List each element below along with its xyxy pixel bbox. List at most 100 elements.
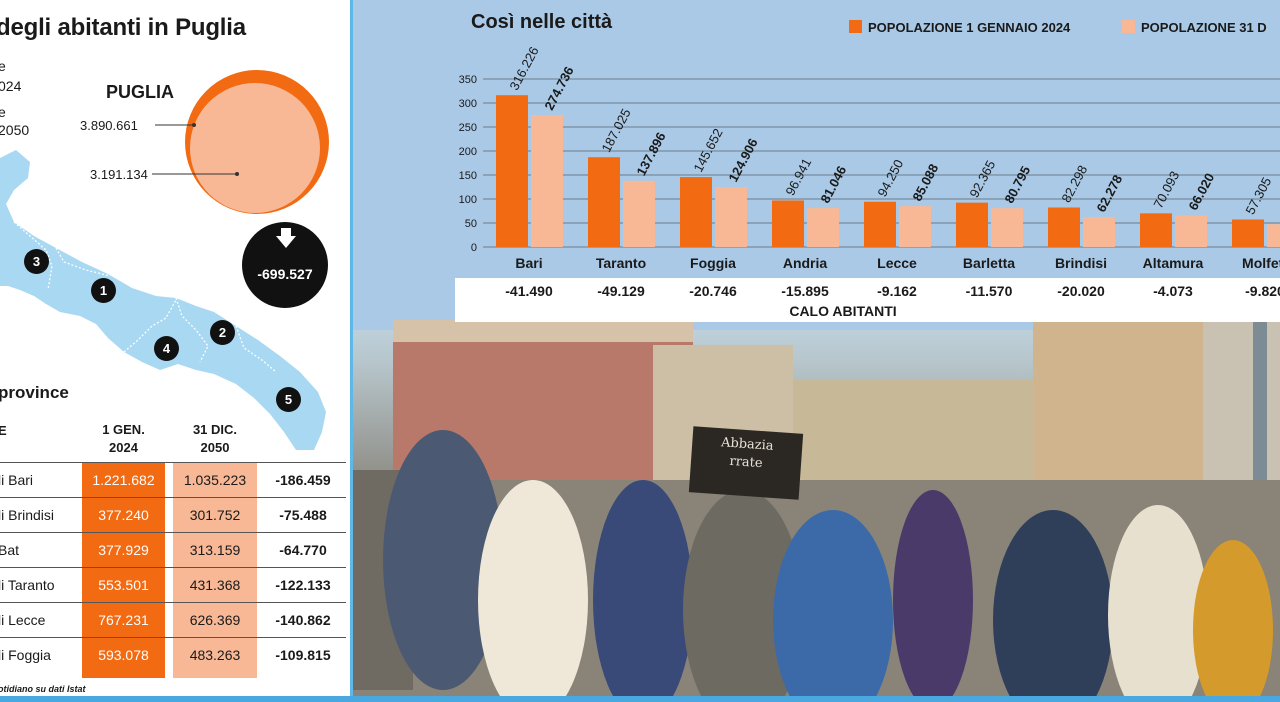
province-name: li Foggia	[0, 647, 51, 663]
bar-2050	[1267, 224, 1280, 247]
bar-2024	[1048, 207, 1080, 247]
value-diff: -109.815	[275, 647, 331, 663]
right-panel: Abbazia rrate 0 50 100 150 200 250 300 350 316.2…	[353, 0, 1280, 696]
legend-2024-year: 024	[0, 78, 22, 94]
data-label-2024: 145.652	[690, 126, 725, 175]
province-name: li Bari	[0, 472, 34, 488]
value-2050: 1.035.223	[183, 472, 247, 488]
data-label-2024: 57.305	[1242, 175, 1274, 217]
y-tick-label: 250	[459, 122, 477, 134]
data-label-2050: 80.795	[1001, 163, 1033, 205]
calo-box	[455, 278, 1280, 322]
data-label-2024: 94.250	[874, 157, 906, 199]
value-2050: 626.369	[189, 612, 241, 628]
data-label-2050: 137.896	[633, 130, 668, 179]
col-2024-background	[82, 462, 165, 678]
bubble-2050	[190, 83, 320, 213]
calo-caption: CALO ABITANTI	[789, 303, 897, 319]
value-2024: 553.501	[98, 577, 149, 593]
bar-2050	[1175, 215, 1207, 247]
left-panel: degli abitanti in Puglia e 024 e 2050 PU…	[0, 0, 352, 702]
chart-title: Così nelle città	[471, 11, 613, 33]
legend-2024: POPOLAZIONE 1 GENNAIO 2024	[849, 20, 1070, 35]
value-diff: -122.133	[275, 577, 331, 593]
category-label: Bari	[515, 255, 542, 271]
y-tick-label: 150	[459, 170, 477, 182]
legend-2024-text: POPOLAZIONE 1 GENNAIO 2024	[868, 20, 1071, 35]
table-row: li Lecce 767.231 626.369 -140.862	[0, 602, 346, 638]
category-label: Lecce	[877, 255, 917, 271]
category-label: Brindisi	[1055, 255, 1107, 271]
table-row: Bat 377.929 313.159 -64.770	[0, 532, 346, 568]
table-row: li Foggia 593.078 483.263 -109.815	[0, 637, 346, 673]
bar-2024	[772, 200, 804, 247]
table-header-2050: 31 DIC. 2050	[192, 422, 238, 455]
puglia-map-shape	[0, 150, 326, 450]
category-label: Molfett	[1242, 255, 1280, 271]
table-row: li Taranto 553.501 431.368 -122.133	[0, 567, 346, 603]
calo-value: -9.162	[877, 283, 917, 299]
col-2050-background	[173, 462, 257, 678]
abbazia-sign: Abbazia rrate	[688, 426, 804, 500]
down-arrow-head-icon	[276, 236, 296, 248]
legend-2050: POPOLAZIONE 31 D	[1122, 20, 1267, 35]
data-label-2050: 274.736	[541, 64, 576, 113]
province-name: li Taranto	[0, 577, 55, 593]
map-marker-1: 1	[91, 278, 116, 303]
category-label: Foggia	[690, 255, 736, 271]
category-label: Barletta	[963, 255, 1015, 271]
calo-value: -49.129	[597, 283, 645, 299]
data-label-2050: 124.906	[725, 136, 760, 185]
value-2024: 593.078	[98, 647, 149, 663]
value-2024: 1.221.682	[92, 472, 155, 488]
bar-2024	[864, 201, 896, 247]
table-row: li Bari 1.221.682 1.035.223 -186.459	[0, 462, 346, 498]
category-label: Andria	[783, 255, 828, 271]
value-diff: -64.770	[279, 542, 327, 558]
map-marker-5: 5	[276, 387, 301, 412]
legend-2050-swatch	[1122, 20, 1135, 33]
bar-2050	[531, 115, 563, 248]
table-header-2024: 1 GEN. 2024	[102, 422, 145, 455]
legend-2050-year: 2050	[0, 122, 30, 138]
value-2050: 483.263	[189, 647, 241, 663]
calo-value: -41.490	[505, 283, 553, 299]
city-bar-chart: 0 50 100 150 200 250 300 350 316.226 274.736 Bari 1…	[459, 44, 1280, 271]
source-note: otidiano su dati Istat	[0, 684, 86, 694]
pop-2024-value: 3.890.661	[80, 118, 138, 133]
data-label-2024: 96.941	[782, 156, 814, 198]
calo-value: -20.020	[1057, 283, 1105, 299]
calo-value: -20.746	[689, 283, 737, 299]
bar-2050	[899, 206, 931, 247]
puglia-map	[0, 70, 329, 450]
calo-value: -9.820	[1245, 283, 1280, 299]
y-tick-label: 100	[459, 194, 477, 206]
provinces-title: province	[0, 383, 69, 402]
legend-2050-text: POPOLAZIONE 31 D	[1141, 20, 1267, 35]
value-diff: -186.459	[275, 472, 331, 488]
y-tick-label: 350	[459, 74, 477, 86]
calo-value: -4.073	[1153, 283, 1193, 299]
legend-2050-label: e	[0, 104, 6, 120]
province-name: Bat	[0, 542, 20, 558]
data-label-2050: 66.020	[1185, 171, 1217, 213]
bar-2050	[715, 187, 747, 247]
bar-2024	[680, 177, 712, 247]
data-label-2024: 316.226	[506, 44, 541, 93]
bar-2024	[496, 95, 528, 247]
value-2050: 301.752	[189, 507, 241, 523]
map-marker-2: 2	[210, 320, 235, 345]
value-diff: -140.862	[275, 612, 331, 628]
y-tick-label: 0	[471, 242, 477, 254]
calo-total-value: -699.527	[257, 266, 313, 282]
bubble-title: PUGLIA	[106, 82, 175, 102]
data-label-2050: 85.088	[909, 161, 941, 203]
data-label-2050: 62.278	[1093, 172, 1125, 214]
province-name: li Lecce	[0, 612, 46, 628]
bottom-bar	[0, 696, 1280, 702]
value-2050: 313.159	[189, 542, 241, 558]
province-name: li Brindisi	[0, 507, 55, 523]
bar-2050	[623, 180, 655, 247]
calo-value: -15.895	[781, 283, 829, 299]
bar-2024	[956, 202, 988, 247]
